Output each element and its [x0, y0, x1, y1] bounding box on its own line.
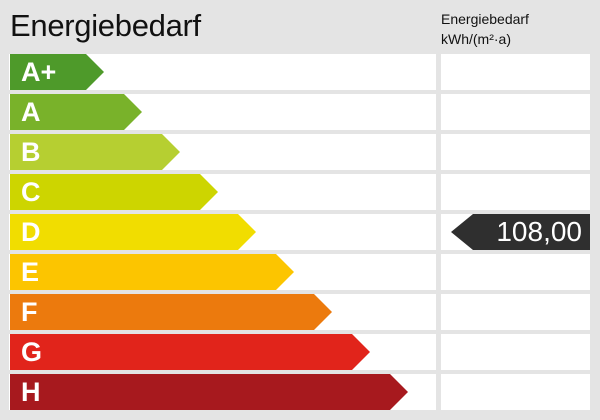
class-arrow: G	[10, 334, 370, 370]
class-label: F	[21, 297, 38, 327]
page-title: Energiebedarf	[10, 8, 201, 43]
class-arrow: D	[10, 214, 256, 250]
value-cell	[441, 254, 590, 290]
class-label: G	[21, 337, 43, 367]
value-cell	[441, 294, 590, 330]
class-arrow: H	[10, 374, 408, 410]
value-cell	[441, 374, 590, 410]
class-label: D	[21, 217, 41, 247]
value-cell	[441, 54, 590, 90]
column-header-line2: kWh/(m²·a)	[441, 31, 511, 47]
value-cell	[441, 174, 590, 210]
class-label: E	[21, 257, 40, 287]
class-label: B	[21, 137, 41, 167]
class-arrow: F	[10, 294, 332, 330]
value-marker: 108,00	[451, 214, 590, 250]
class-label: H	[21, 377, 41, 407]
class-label: C	[21, 177, 41, 207]
column-header: Energiebedarf kWh/(m²·a)	[441, 9, 529, 49]
class-arrow: B	[10, 134, 180, 170]
class-arrow: E	[10, 254, 294, 290]
class-arrow: A	[10, 94, 142, 130]
value-cell	[441, 134, 590, 170]
value-cell	[441, 94, 590, 130]
class-label: A	[21, 97, 41, 127]
class-arrow: C	[10, 174, 218, 210]
value-marker-text: 108,00	[496, 216, 582, 247]
class-label: A+	[21, 57, 57, 87]
value-cell	[441, 334, 590, 370]
class-arrow: A+	[10, 54, 104, 90]
column-header-line1: Energiebedarf	[441, 11, 529, 27]
